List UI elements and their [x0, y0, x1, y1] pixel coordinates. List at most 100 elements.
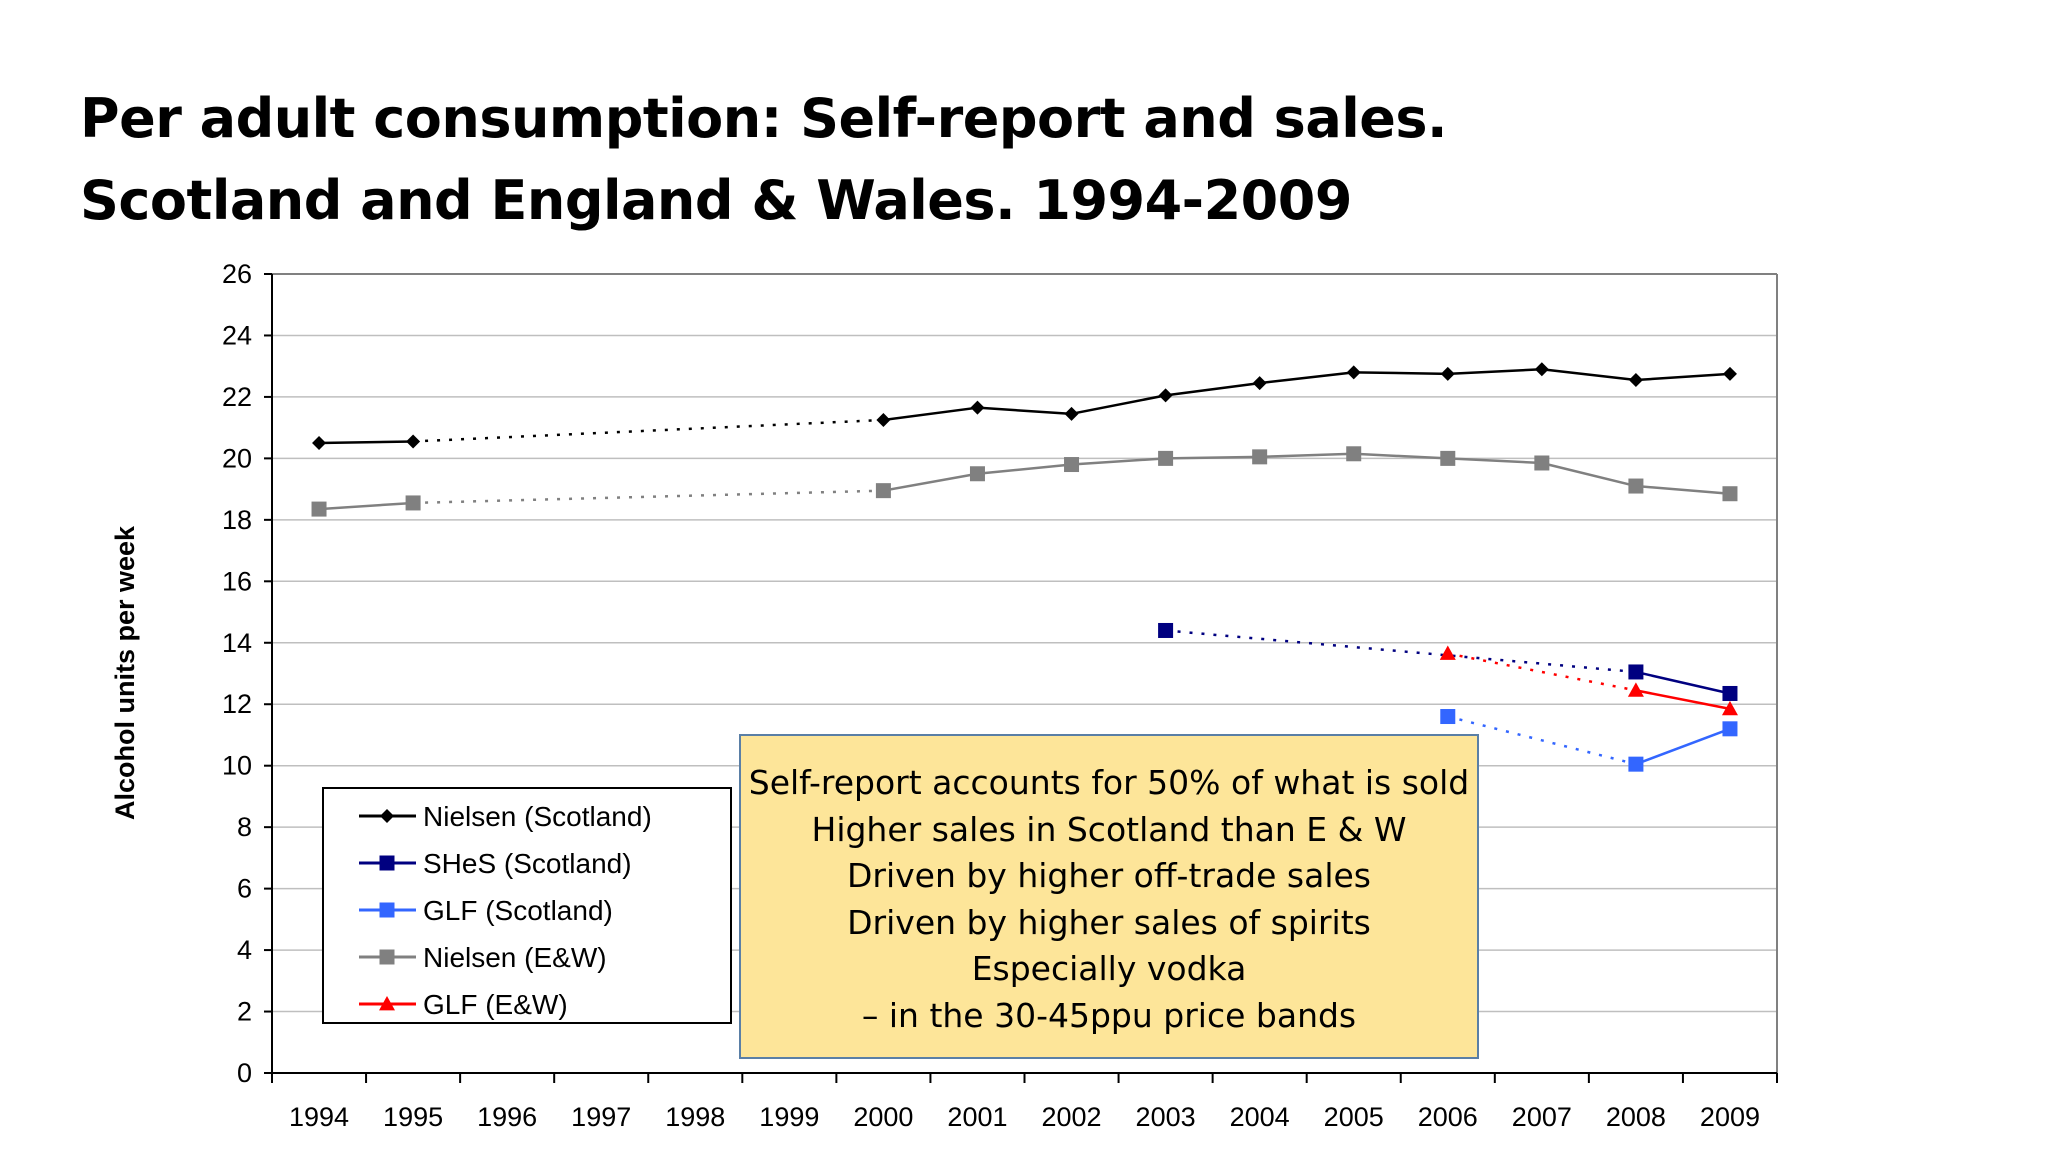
- y-tick-label-22: 22: [222, 382, 252, 412]
- series-glf-scotland-point-2009: [1722, 721, 1738, 737]
- y-tick-label-12: 12: [222, 689, 252, 719]
- series-nielsen-scotland-segment-2007-2008: [1541, 368, 1637, 382]
- x-tick-label-2003: 2003: [1136, 1102, 1196, 1132]
- series-nielsen-scotland-point-2003: [1158, 388, 1173, 403]
- y-tick-label-20: 20: [222, 443, 252, 473]
- callout-line-5: Especially vodka: [971, 949, 1247, 988]
- y-tick-label-8: 8: [237, 812, 252, 842]
- x-tick-label-1998: 1998: [665, 1102, 725, 1132]
- series-nielsen-e-w-point-2009: [1722, 486, 1738, 502]
- legend-label-glf-scotland: GLF (Scotland): [423, 895, 613, 926]
- x-tick-label-1996: 1996: [477, 1102, 537, 1132]
- x-tick-label-2000: 2000: [853, 1102, 913, 1132]
- y-tick-label-4: 4: [237, 935, 252, 965]
- series-nielsen-scotland-point-2009: [1722, 366, 1737, 381]
- series-nielsen-scotland-segment-1994-1995: [319, 440, 414, 445]
- series-glf-scotland-segment-2006-2008: [1447, 715, 1637, 766]
- slide-title-line-1: Per adult consumption: Self-report and s…: [80, 87, 1448, 150]
- y-axis-label: Alcohol units per week: [110, 525, 140, 820]
- x-tick-label-2007: 2007: [1512, 1102, 1572, 1132]
- x-tick-label-1997: 1997: [571, 1102, 631, 1132]
- series-nielsen-scotland-point-2001: [970, 400, 985, 415]
- legend-label-shes-scotland: SHeS (Scotland): [423, 848, 632, 879]
- series-shes-scotland-point-2008: [1628, 664, 1644, 680]
- series-glf-e-w: [1439, 645, 1738, 716]
- series-glf-scotland-segment-2008-2009: [1635, 727, 1731, 766]
- legend-marker-nielsen-scotland: [380, 809, 394, 823]
- callout-line-2: Higher sales in Scotland than E & W: [811, 809, 1407, 849]
- callout-line-6: – in the 30-45ppu price bands: [861, 995, 1357, 1035]
- series-nielsen-scotland-segment-2002-2003: [1071, 394, 1166, 416]
- y-tick-label-0: 0: [237, 1058, 252, 1088]
- callout-line-1: Self-report accounts for 50% of what is …: [748, 763, 1470, 802]
- series-nielsen-e-w-point-1994: [311, 501, 327, 517]
- x-tick-label-2006: 2006: [1418, 1102, 1478, 1132]
- slide-title: Per adult consumption: Self-report and s…: [80, 78, 1448, 242]
- series-nielsen-scotland-segment-2008-2009: [1635, 372, 1731, 382]
- x-tick-label-2008: 2008: [1606, 1102, 1666, 1132]
- series-nielsen-scotland-point-2006: [1440, 366, 1455, 381]
- series-nielsen-e-w-point-2008: [1628, 478, 1644, 494]
- series-nielsen-scotland-point-2004: [1252, 376, 1267, 391]
- legend-label-nielsen-e-w: Nielsen (E&W): [423, 942, 607, 973]
- legend-label-nielsen-scotland: Nielsen (Scotland): [423, 801, 652, 832]
- series-nielsen-scotland-point-2000: [876, 412, 891, 427]
- x-tick-label-2005: 2005: [1324, 1102, 1384, 1132]
- x-tick-label-2009: 2009: [1700, 1102, 1760, 1132]
- y-tick-label-2: 2: [237, 997, 252, 1027]
- series-nielsen-scotland-segment-2003-2004: [1165, 381, 1260, 397]
- series-nielsen-e-w-segment-2002-2003: [1071, 457, 1166, 466]
- series-nielsen-scotland-point-2008: [1628, 373, 1643, 388]
- legend-marker-shes-scotland: [379, 855, 395, 871]
- slide-title-line-2: Scotland and England & Wales. 1994-2009: [80, 169, 1352, 232]
- y-tick-label-10: 10: [222, 751, 252, 781]
- x-tick-label-1995: 1995: [383, 1102, 443, 1132]
- legend-marker-glf-e-w: [379, 996, 395, 1011]
- series-glf-e-w-point-2009: [1721, 700, 1738, 716]
- series-nielsen-e-w-point-2002: [1064, 457, 1080, 473]
- x-tick-label-2002: 2002: [1041, 1102, 1101, 1132]
- series-nielsen-e-w-point-2004: [1252, 449, 1268, 465]
- callout-line-3: Driven by higher off-trade sales: [846, 856, 1372, 895]
- series-nielsen-e-w-segment-2007-2008: [1541, 461, 1637, 488]
- series-nielsen-e-w-segment-1994-1995: [318, 501, 414, 511]
- legend-label-glf-e-w: GLF (E&W): [423, 989, 568, 1020]
- series-nielsen-e-w-segment-2003-2004: [1165, 455, 1260, 460]
- series-nielsen-scotland: [312, 362, 1737, 451]
- series-nielsen-scotland-point-2007: [1534, 362, 1549, 377]
- callout-box: Self-report accounts for 50% of what is …: [739, 734, 1479, 1059]
- legend-marker-nielsen-e-w: [379, 949, 395, 965]
- series-nielsen-scotland-segment-2000-2001: [883, 406, 978, 422]
- y-tick-label-16: 16: [222, 566, 252, 596]
- legend: Nielsen (Scotland) SHeS (Scotland) GLF (Sc…: [322, 787, 732, 1024]
- callout-line-4: Driven by higher sales of spirits: [847, 902, 1371, 942]
- series-nielsen-e-w-segment-2000-2001: [883, 472, 978, 492]
- series-shes-scotland-point-2009: [1722, 685, 1738, 701]
- legend-marker-glf-scotland: [379, 902, 395, 918]
- series-shes-scotland: [1158, 622, 1738, 701]
- series-nielsen-scotland-segment-2005-2006: [1353, 371, 1448, 376]
- series-nielsen-scotland-point-2002: [1064, 406, 1079, 421]
- y-tick-label-26: 26: [222, 259, 252, 289]
- series-glf-e-w-segment-2008-2009: [1635, 689, 1731, 711]
- y-tick-label-18: 18: [222, 505, 252, 535]
- series-nielsen-e-w-segment-2001-2002: [977, 463, 1072, 475]
- series-nielsen-e-w-segment-2006-2007: [1447, 457, 1542, 465]
- y-tick-label-14: 14: [222, 628, 252, 658]
- series-nielsen-e-w: [311, 446, 1738, 517]
- series-nielsen-scotland-point-1994: [312, 436, 327, 451]
- series-glf-e-w-point-2008: [1627, 682, 1644, 697]
- x-tick-label-2004: 2004: [1230, 1102, 1290, 1132]
- series-nielsen-scotland-segment-2001-2002: [977, 406, 1072, 416]
- x-tick-label-1994: 1994: [289, 1102, 349, 1132]
- series-glf-scotland: [1440, 709, 1738, 772]
- series-nielsen-e-w-point-2006: [1440, 450, 1456, 466]
- series-nielsen-e-w-segment-2004-2005: [1259, 452, 1354, 459]
- series-nielsen-e-w-point-2001: [969, 466, 985, 482]
- series-shes-scotland-point-2003: [1158, 622, 1174, 638]
- series-shes-scotland-segment-2008-2009: [1635, 670, 1731, 695]
- series-nielsen-scotland-segment-2006-2007: [1447, 368, 1542, 376]
- y-tick-label-24: 24: [222, 320, 252, 350]
- series-nielsen-e-w-point-2000: [875, 483, 891, 499]
- series-glf-e-w-point-2006: [1439, 645, 1456, 660]
